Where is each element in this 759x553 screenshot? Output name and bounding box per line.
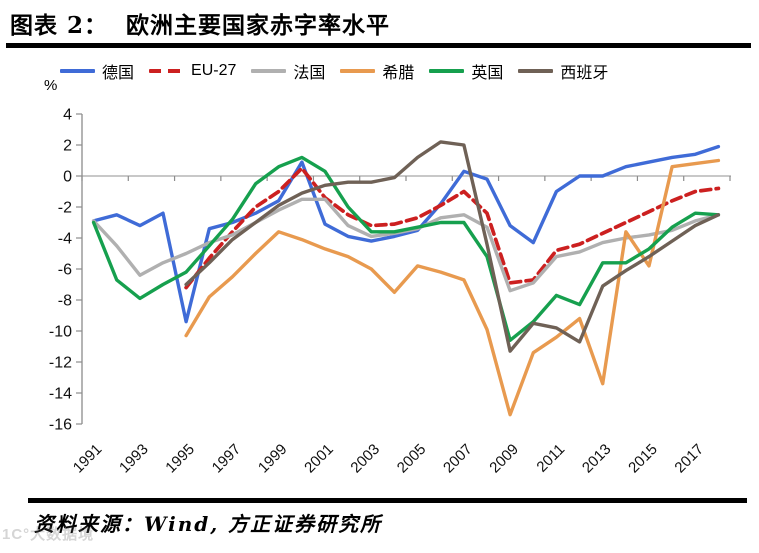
y-tick-label: -6 [58, 262, 72, 279]
x-tick-label: 2015 [625, 441, 661, 477]
legend-item-英国: 英国 [429, 59, 503, 83]
footer-divider [28, 498, 747, 503]
y-tick-label: 4 [63, 107, 72, 124]
chart-legend: 德国 EU-27 法国 希腊 英国 西班牙 [60, 60, 608, 82]
legend-swatch-希腊 [340, 69, 376, 73]
y-tick-label: 0 [63, 169, 72, 186]
legend-item-德国: 德国 [60, 59, 134, 83]
legend-item-法国: 法国 [251, 59, 325, 83]
x-tick-label: 2009 [486, 441, 522, 477]
x-tick-label: 1997 [209, 441, 245, 477]
legend-label-西班牙: 西班牙 [560, 65, 609, 82]
legend-swatch-德国 [60, 69, 95, 73]
legend-label-德国: 德国 [102, 65, 135, 82]
x-tick-label: 2007 [440, 441, 476, 477]
legend-swatch-西班牙 [518, 69, 554, 73]
series-line-西班牙 [184, 140, 721, 353]
legend-swatch-英国 [429, 69, 465, 73]
x-tick-label: 2003 [347, 441, 383, 477]
y-tick-label: 2 [63, 138, 72, 155]
legend-label-EU-27: EU-27 [191, 62, 237, 79]
source-note: 资料来源：Wind, 方正证券研究所 [34, 512, 383, 536]
figure-title: 图表 2： 欧洲主要国家赤字率水平 [10, 12, 391, 39]
x-tick-label: 2001 [301, 441, 337, 477]
y-tick-label: -4 [58, 231, 72, 248]
legend-label-法国: 法国 [293, 65, 326, 82]
series-line-英国 [91, 155, 721, 342]
title-divider [6, 43, 751, 48]
y-tick-label: -14 [49, 386, 72, 403]
x-tick-label: 1995 [162, 441, 198, 477]
y-axis-unit-label: % [44, 77, 58, 94]
legend-swatch-法国 [251, 69, 287, 73]
y-tick-label: -2 [58, 200, 72, 217]
series-line-希腊 [184, 158, 721, 417]
x-tick-label: 2011 [533, 441, 568, 476]
legend-item-西班牙: 西班牙 [518, 59, 608, 83]
x-tick-label: 2005 [394, 441, 430, 477]
x-tick-label: 1991 [70, 441, 106, 477]
y-tick-label: -10 [49, 324, 72, 341]
legend-label-英国: 英国 [471, 65, 504, 82]
x-tick-label: 1999 [255, 441, 291, 477]
x-tick-label: 1993 [116, 441, 152, 477]
watermark: 1C°大数据境 [2, 526, 95, 543]
y-tick-label: -8 [58, 293, 72, 310]
legend-item-EU-27: EU-27 [149, 62, 236, 80]
legend-swatch-EU-27 [149, 69, 185, 73]
legend-item-希腊: 希腊 [340, 59, 414, 83]
x-tick-label: 2017 [671, 441, 707, 477]
y-tick-label: -16 [49, 417, 72, 434]
series-line-EU-27 [184, 166, 721, 290]
legend-label-希腊: 希腊 [382, 65, 415, 82]
y-tick-label: -12 [49, 355, 72, 372]
x-tick-label: 2013 [579, 441, 615, 477]
